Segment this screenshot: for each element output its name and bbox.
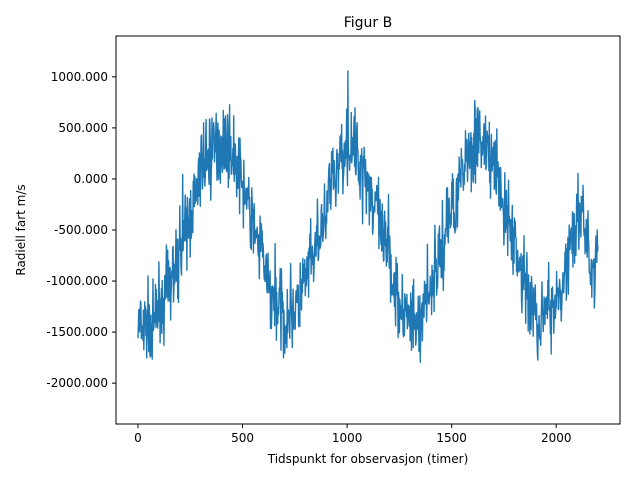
x-tick-label: 500 — [231, 431, 254, 445]
x-tick-label: 0 — [134, 431, 142, 445]
y-tick-label: -1500.000 — [46, 325, 108, 339]
x-tick-label: 1000 — [332, 431, 363, 445]
plot-area — [137, 70, 599, 363]
y-tick-label: -500.000 — [54, 223, 108, 237]
y-axis: -2000.000 -1500.000 -1000.000 -500.000 0.000… — [46, 70, 116, 390]
y-axis-label: Radiell fart m/s — [14, 184, 28, 275]
y-tick-label: -1000.000 — [46, 274, 108, 288]
x-axis-label: Tidspunkt for observasjon (timer) — [267, 452, 469, 466]
series-line — [137, 70, 599, 363]
y-tick-label: 1000.000 — [51, 70, 108, 84]
x-tick-label: 1500 — [436, 431, 467, 445]
x-axis: 0 500 1000 1500 2000 — [134, 424, 571, 445]
chart-title: Figur B — [344, 15, 393, 31]
x-tick-label: 2000 — [541, 431, 572, 445]
y-tick-label: -2000.000 — [46, 376, 108, 390]
y-tick-label: 0.000 — [74, 172, 108, 186]
y-tick-label: 500.000 — [58, 121, 108, 135]
